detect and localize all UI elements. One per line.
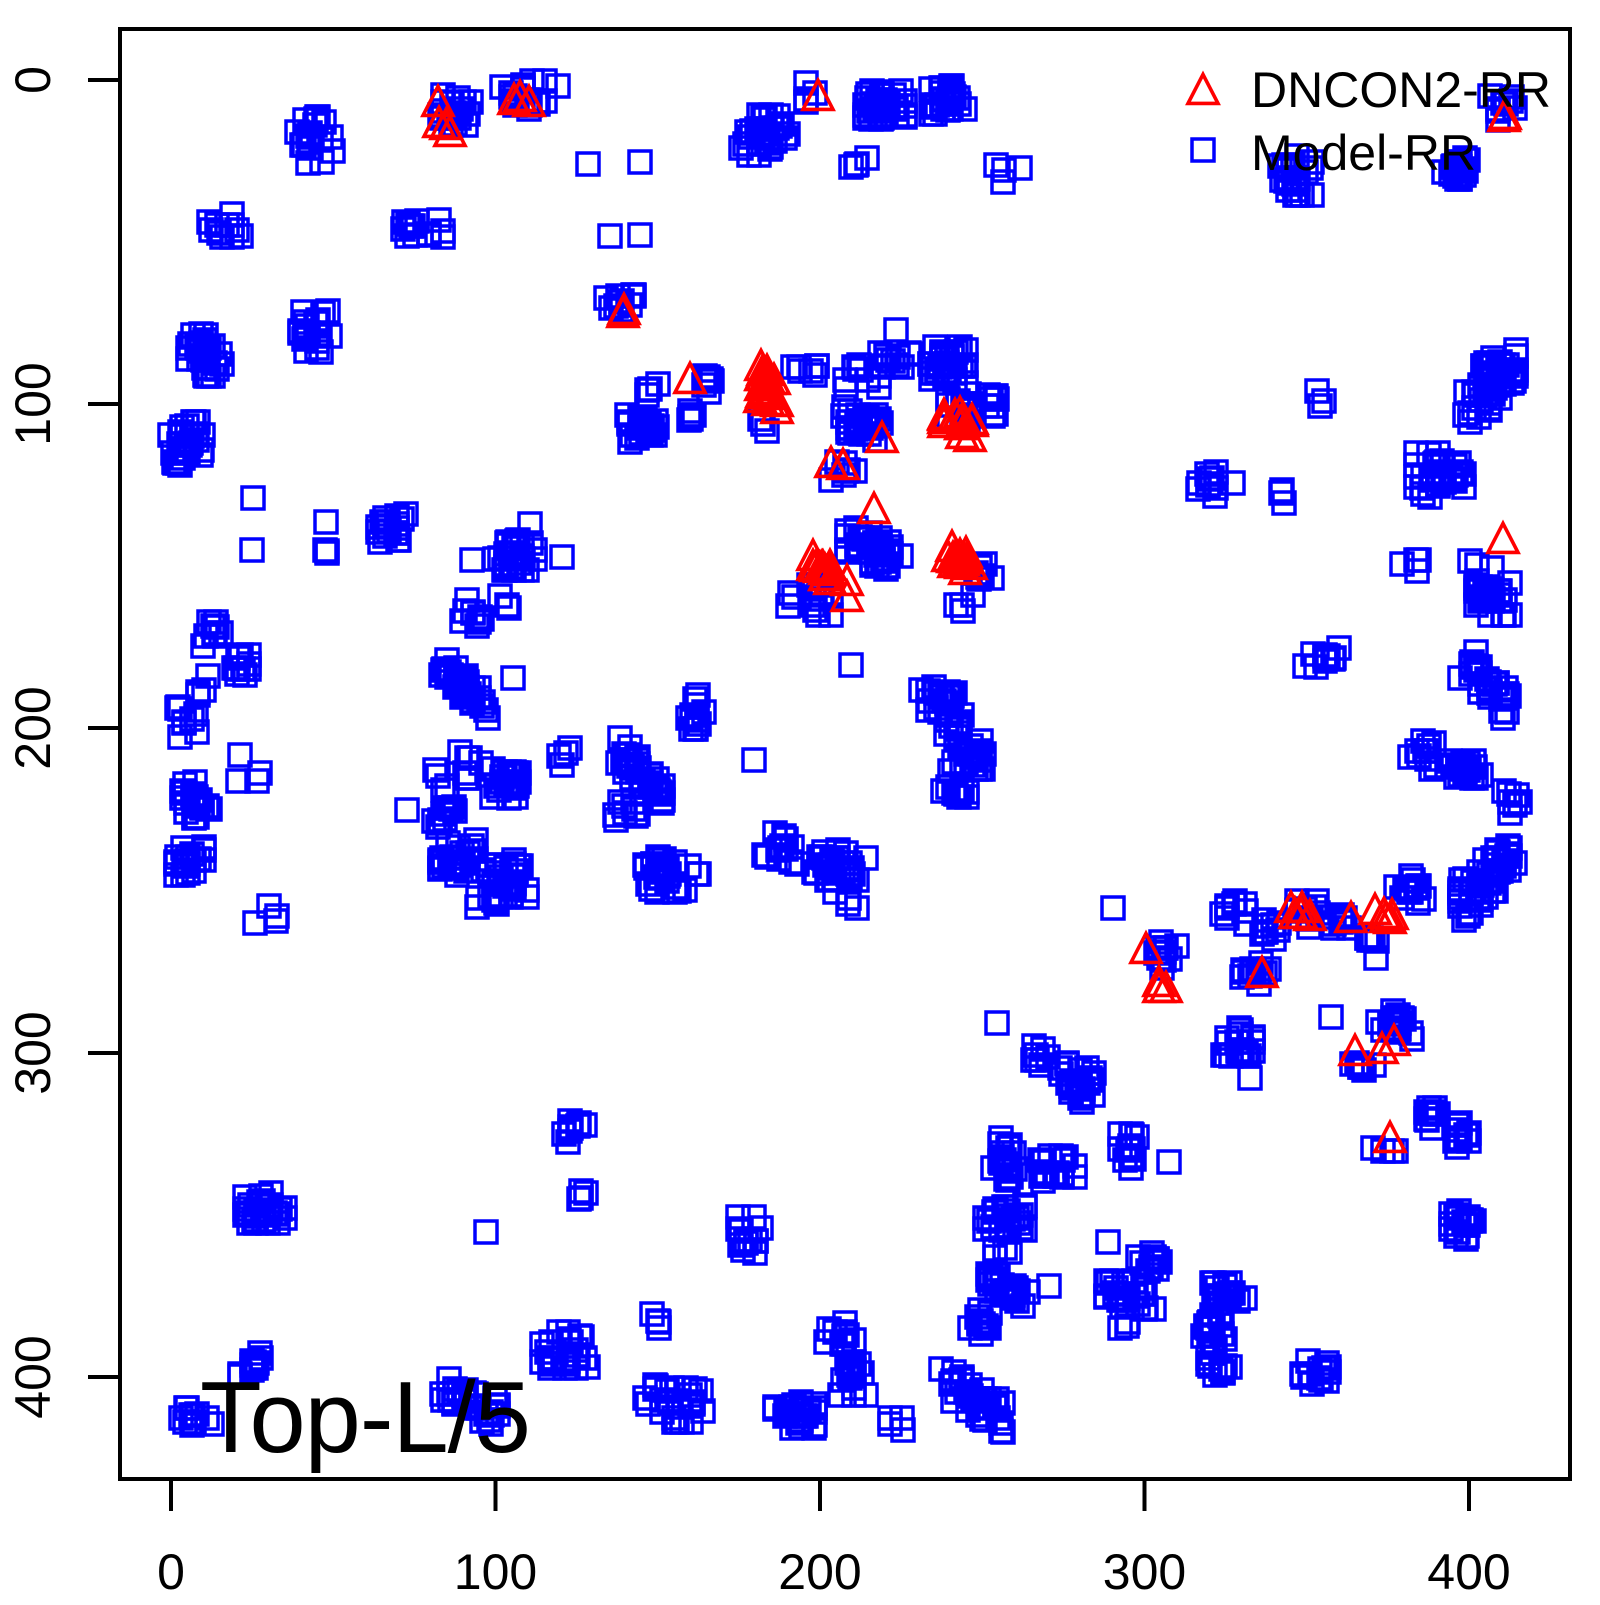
svg-text:Model-RR: Model-RR xyxy=(1251,125,1476,181)
svg-text:400: 400 xyxy=(1427,1544,1510,1600)
svg-text:400: 400 xyxy=(5,1335,61,1418)
svg-text:Top-L/5: Top-L/5 xyxy=(200,1362,530,1474)
svg-text:DNCON2-RR: DNCON2-RR xyxy=(1251,62,1551,118)
svg-text:100: 100 xyxy=(454,1544,537,1600)
svg-text:100: 100 xyxy=(5,362,61,445)
svg-text:200: 200 xyxy=(5,686,61,769)
svg-text:0: 0 xyxy=(5,66,61,94)
svg-text:0: 0 xyxy=(157,1544,185,1600)
svg-text:300: 300 xyxy=(1103,1544,1186,1600)
svg-text:200: 200 xyxy=(778,1544,861,1600)
svg-text:300: 300 xyxy=(5,1011,61,1094)
